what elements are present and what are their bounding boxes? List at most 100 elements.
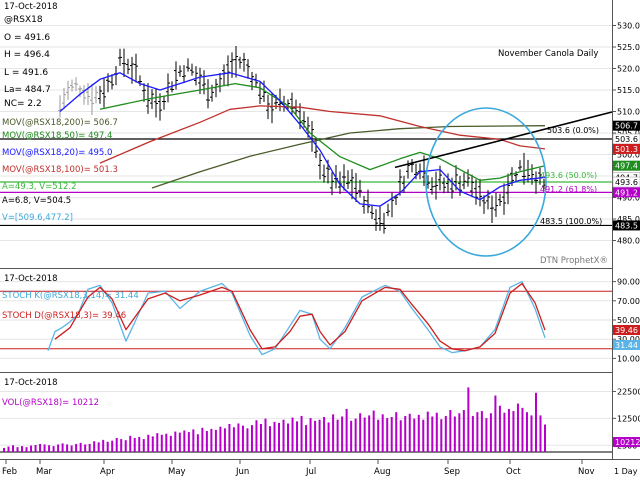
fib-0-label: 503.6 (0.0%) [547, 126, 599, 135]
interval-label: 1 Day [614, 467, 638, 476]
x-axis: Feb Mar Apr May Jun Jul Aug Sep Oct Nov [2, 460, 595, 477]
volume-bar [7, 446, 10, 452]
volume-bar [111, 440, 114, 452]
volume-bar [314, 420, 317, 452]
volume-bar [318, 419, 321, 452]
stoch-k-label: STOCH K(@RSX18,3,14)= 31.44 [2, 291, 139, 301]
volume-bar [255, 420, 258, 452]
stoch-d-box-label: 39.46 [615, 326, 638, 335]
legend-ma200: MOV(@RSX18,200)= 506.7 [2, 118, 118, 128]
stoch-tick-label: 30.00 [617, 335, 640, 344]
legend-ma20: MOV(@RSX18,20)= 495.0 [2, 148, 112, 158]
volume-bar [120, 439, 123, 452]
volume-bar [97, 442, 100, 452]
price-box [613, 160, 640, 171]
volume-bar [287, 423, 290, 452]
volume-bar [142, 439, 145, 452]
volume-bar [273, 421, 276, 452]
volume-bar [534, 392, 537, 452]
volume-bar [250, 425, 253, 452]
highlight-circle [425, 107, 547, 257]
volume-bar [395, 412, 398, 452]
stoch-date: 17-Oct-2018 [4, 274, 58, 284]
volume-bar [138, 436, 141, 452]
legend-c-line: V=[509.6,477.2] [2, 213, 73, 223]
volume-bar [106, 441, 109, 452]
volume-bar [503, 412, 506, 452]
volume-bar [79, 442, 82, 452]
price-box [613, 187, 640, 198]
volume-date: 17-Oct-2018 [4, 378, 58, 388]
volume-bar [39, 443, 42, 452]
volume-bar [282, 419, 285, 452]
stoch-grid [0, 281, 612, 359]
volume-bar [214, 429, 217, 452]
volume-bar [133, 438, 136, 452]
volume-bar [57, 444, 60, 452]
price-bars [58, 45, 546, 234]
x-tick-label: Nov [578, 467, 595, 477]
volume-bars [3, 387, 546, 452]
volume-bar [296, 421, 299, 452]
volume-label: VOL(@RSX18)= 10212 [2, 398, 99, 408]
volume-bar [539, 415, 542, 452]
volume-bar [201, 427, 204, 452]
volume-bar [25, 447, 28, 452]
volume-bar [264, 418, 267, 452]
stoch-tick-label: 70.00 [617, 297, 640, 306]
volume-bar [381, 414, 384, 452]
volume-bar [268, 426, 271, 452]
volume-bar [151, 436, 154, 452]
volume-bar [205, 431, 208, 452]
volume-bar [246, 428, 249, 452]
price-horizontal-lines [0, 138, 612, 227]
legend-a-line: A=49.3, V=512.2 [2, 182, 77, 192]
volume-bar [440, 419, 443, 452]
price-tick-label: 500.0 [617, 151, 640, 160]
volume-bar [525, 412, 528, 452]
volume-bar [21, 446, 24, 452]
volume-bar [165, 433, 168, 452]
volume-bar [413, 418, 416, 452]
volume-bar [156, 433, 159, 452]
legend-b-line: A=6.8, V=504.5 [2, 196, 71, 206]
volume-bar [480, 411, 483, 452]
volume-bar [327, 422, 330, 452]
price-box-label: 506.7 [615, 122, 638, 131]
volume-bar [516, 403, 519, 452]
price-box-label: 497.4 [615, 162, 638, 171]
volume-box [613, 437, 640, 447]
volume-bar [530, 415, 533, 452]
volume-bar [3, 447, 5, 452]
ma100-line [99, 105, 546, 164]
volume-bar [363, 417, 366, 452]
volume-bar [426, 411, 429, 452]
volume-bar [84, 444, 87, 452]
volume-bar [408, 413, 411, 452]
price-box-label: 491.2 [615, 188, 638, 197]
price-box [612, 176, 640, 188]
price-tick-label: 505.0 [617, 129, 640, 138]
volume-tick-label: 22500 [617, 387, 640, 396]
stoch-tick-label: 10.00 [617, 354, 640, 363]
volume-bar [422, 419, 425, 452]
price-box-label: 483.5 [615, 221, 638, 230]
volume-bar [372, 410, 375, 452]
volume-bar [12, 445, 15, 452]
chart-title: November Canola Daily [498, 49, 598, 59]
volume-bar [223, 428, 226, 452]
volume-bar [70, 445, 73, 452]
volume-bar [444, 415, 447, 452]
price-tick-label: 530.0 [617, 22, 640, 31]
volume-bar [377, 419, 380, 452]
volume-bar [61, 443, 64, 452]
volume-tick-label: 12500 [617, 414, 640, 423]
volume-bar [210, 428, 213, 452]
volume-bar [467, 387, 470, 452]
volume-bar [507, 408, 510, 452]
volume-bar [88, 443, 91, 452]
price-box-label: 503.6 [615, 135, 638, 144]
volume-bar [124, 440, 127, 452]
volume-bar [174, 431, 177, 452]
